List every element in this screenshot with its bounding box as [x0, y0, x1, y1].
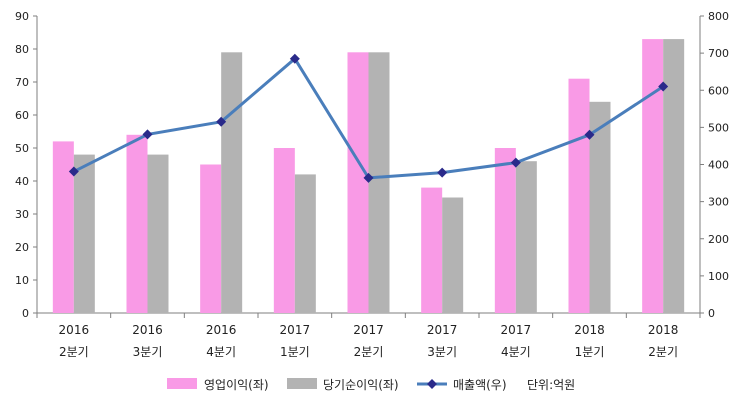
legend: 영업이익(좌) 당기순이익(좌) 매출액(우) 단위:억원	[167, 378, 575, 392]
category-year-label: 2016	[132, 323, 163, 337]
legend-swatch-net-income	[287, 378, 317, 389]
operating-profit-bar	[126, 134, 148, 313]
operating-profit-bar	[642, 39, 664, 313]
operating-profit-bar	[273, 148, 295, 313]
right-tick-label: 0	[708, 307, 715, 320]
category-quarter-label: 4분기	[501, 345, 531, 359]
legend-label-net-income: 당기순이익(좌)	[323, 378, 399, 392]
sales-marker	[510, 157, 521, 168]
sales-marker	[437, 167, 448, 178]
left-tick-label: 60	[15, 109, 29, 122]
left-tick-label: 30	[15, 208, 29, 221]
category-quarter-label: 3분기	[133, 345, 163, 359]
operating-profit-bar	[494, 148, 516, 313]
legend-marker-sales	[427, 379, 437, 389]
sales-marker	[584, 129, 595, 140]
category-year-label: 2018	[648, 323, 679, 337]
right-tick-label: 800	[708, 10, 729, 23]
net-income-bar	[294, 174, 316, 313]
operating-profit-bar	[568, 78, 590, 313]
category-year-label: 2017	[353, 323, 384, 337]
right-tick-label: 300	[708, 196, 729, 209]
left-tick-label: 20	[15, 241, 29, 254]
left-tick-label: 50	[15, 142, 29, 155]
net-income-bar	[221, 52, 243, 314]
sales-marker	[68, 166, 79, 177]
net-income-bar	[442, 197, 464, 313]
legend-label-sales: 매출액(우)	[453, 378, 507, 392]
sales-marker	[289, 53, 300, 64]
sales-line	[68, 53, 669, 183]
category-year-label: 2017	[427, 323, 458, 337]
left-tick-label: 70	[15, 76, 29, 89]
category-quarter-label: 1분기	[575, 345, 605, 359]
ticks: 0 10 20 30 40 50 60 70 80 90 0 100 200 300 400 500 600 70…	[15, 10, 729, 320]
right-tick-label: 700	[708, 47, 729, 60]
category-labels: 2016 2분기 2016 3분기 2016 4분기 2017 1분기 2017 2분기 2017 3…	[59, 323, 679, 359]
sales-marker	[216, 116, 227, 127]
right-tick-label: 100	[708, 270, 729, 283]
operating-profit-bar	[347, 52, 369, 314]
right-tick-label: 200	[708, 233, 729, 246]
left-tick-label: 80	[15, 43, 29, 56]
category-quarter-label: 2분기	[354, 345, 384, 359]
net-income-bar	[663, 39, 685, 313]
right-tick-label: 400	[708, 159, 729, 172]
legend-swatch-operating-profit	[167, 378, 197, 389]
net-income-bar	[368, 52, 390, 314]
category-quarter-label: 3분기	[427, 345, 457, 359]
category-quarter-label: 2분기	[59, 345, 89, 359]
unit-note: 단위:억원	[527, 378, 575, 392]
category-quarter-label: 2분기	[648, 345, 678, 359]
operating-profit-bar	[421, 187, 443, 313]
sales-marker	[658, 81, 669, 92]
net-income-bar	[73, 154, 95, 313]
right-tick-label: 500	[708, 121, 729, 134]
left-tick-label: 40	[15, 175, 29, 188]
net-income-bar	[515, 161, 537, 313]
left-tick-label: 0	[22, 307, 29, 320]
left-tick-label: 90	[15, 10, 29, 23]
net-income-bar	[147, 154, 169, 313]
category-year-label: 2016	[206, 323, 237, 337]
sales-marker	[363, 172, 374, 183]
category-quarter-label: 4분기	[206, 345, 236, 359]
legend-label-operating-profit: 영업이익(좌)	[204, 378, 269, 392]
category-quarter-label: 1분기	[280, 345, 310, 359]
sales-marker	[142, 129, 153, 140]
right-tick-label: 600	[708, 84, 729, 97]
category-year-label: 2018	[574, 323, 605, 337]
net-income-bar	[589, 101, 611, 313]
category-year-label: 2016	[59, 323, 90, 337]
operating-profit-bar	[200, 164, 222, 313]
operating-profit-bar	[52, 141, 74, 313]
category-year-label: 2017	[501, 323, 532, 337]
category-year-label: 2017	[280, 323, 311, 337]
left-tick-label: 10	[15, 274, 29, 287]
